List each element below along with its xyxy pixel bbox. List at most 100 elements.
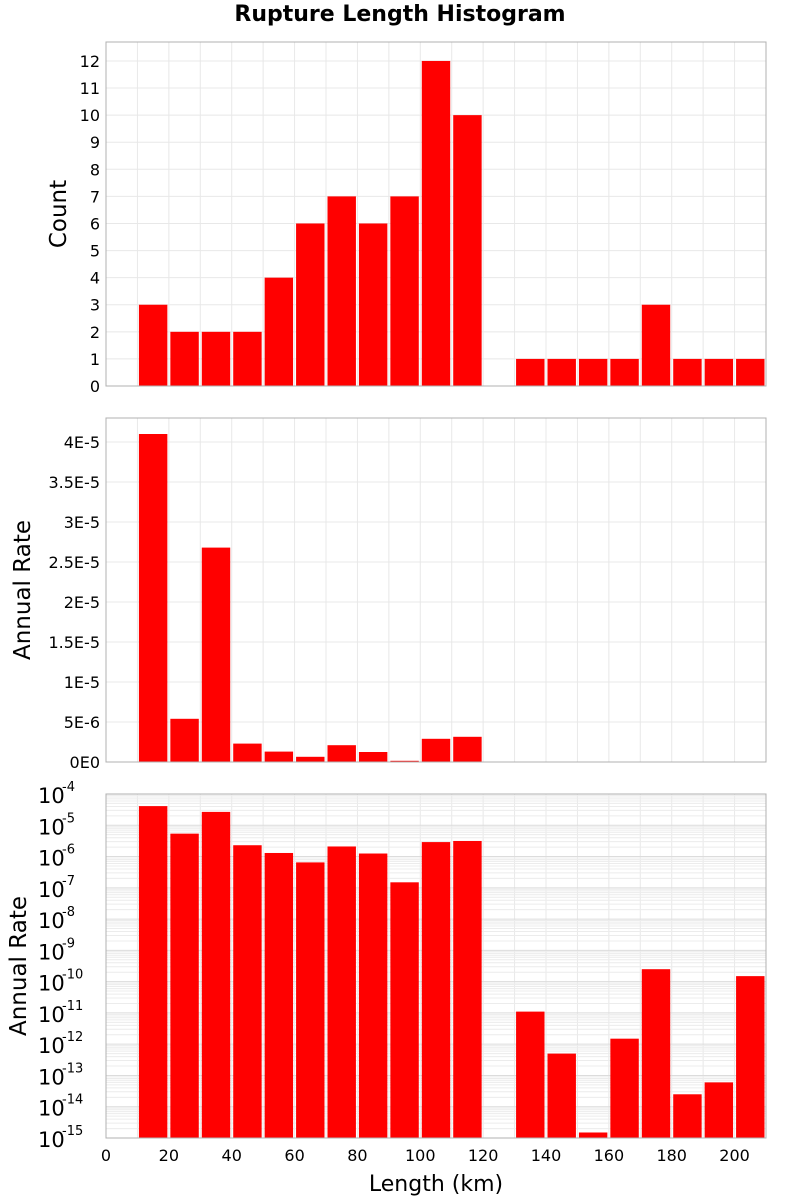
y-tick-label: 10: [38, 1097, 65, 1121]
y-tick-exponent: -14: [62, 1093, 83, 1108]
histogram-bar: [233, 331, 262, 386]
y-tick-label: 10: [38, 1034, 65, 1058]
y-tick-label: 10: [38, 972, 65, 996]
y-tick-exponent: -10: [62, 968, 83, 983]
y-tick-label: 12: [80, 52, 100, 71]
histogram-bar: [516, 358, 545, 386]
y-tick-label: 8: [90, 160, 100, 179]
y-tick-label: 0E0: [70, 753, 100, 772]
y-axis-label: Annual Rate: [6, 896, 32, 1036]
plot-frame: [105, 417, 767, 763]
y-tick-exponent: -11: [62, 999, 83, 1014]
y-tick-label: 2E-5: [64, 593, 100, 612]
histogram-bar: [421, 60, 451, 386]
y-tick-label: 10: [38, 784, 65, 808]
y-tick-label: 10: [80, 106, 100, 125]
histogram-bar: [673, 1094, 702, 1138]
histogram-bar: [327, 846, 356, 1138]
histogram-bar: [358, 752, 388, 762]
y-tick-label: 5: [90, 242, 100, 261]
histogram-bar: [390, 196, 419, 386]
histogram-bar: [704, 358, 734, 386]
plot-frame: [105, 41, 767, 387]
histogram-bar: [358, 223, 388, 386]
histogram-bar: [170, 718, 199, 762]
y-tick-label: 9: [90, 133, 100, 152]
histogram-bar: [547, 1053, 576, 1138]
y-tick-label: 10: [38, 1065, 65, 1089]
histogram-bar: [516, 1011, 545, 1138]
panel-3: 10-410-510-610-710-810-910-1010-1110-121…: [6, 780, 767, 1152]
y-tick-label: 10: [38, 815, 65, 839]
y-tick-exponent: -4: [62, 780, 75, 795]
y-tick-exponent: -15: [62, 1124, 83, 1139]
histogram-bar: [138, 304, 168, 386]
x-tick-label: 200: [719, 1146, 750, 1165]
y-tick-label: 10: [38, 878, 65, 902]
histogram-bar: [296, 756, 325, 762]
y-tick-label: 1: [90, 350, 100, 369]
y-tick-label: 1E-5: [64, 673, 100, 692]
histogram-bar: [233, 845, 262, 1138]
y-tick-exponent: -7: [62, 874, 75, 889]
y-tick-label: 2: [90, 323, 100, 342]
x-tick-label: 20: [159, 1146, 179, 1165]
x-tick-label: 160: [594, 1146, 625, 1165]
y-tick-label: 10: [38, 1003, 65, 1027]
y-axis-label: Annual Rate: [10, 520, 36, 660]
histogram-bar: [453, 736, 482, 762]
y-tick-exponent: -9: [62, 936, 75, 951]
plot-frame: [105, 793, 767, 1139]
y-tick-label: 5E-6: [64, 713, 100, 732]
histogram-bar: [296, 223, 325, 386]
y-tick-label: 3: [90, 296, 100, 315]
y-tick-label: 4: [90, 269, 100, 288]
histogram-bar: [138, 806, 168, 1138]
y-tick-label: 10: [38, 1128, 65, 1152]
histogram-bar: [390, 760, 419, 762]
histogram-bar: [736, 358, 765, 386]
histogram-bar: [296, 862, 325, 1138]
histogram-bar: [641, 969, 671, 1138]
histogram-bar: [736, 976, 765, 1138]
x-tick-label: 40: [222, 1146, 242, 1165]
x-tick-label: 60: [284, 1146, 304, 1165]
x-tick-label: 180: [656, 1146, 687, 1165]
histogram-bar: [138, 434, 168, 762]
histogram-bar: [610, 358, 639, 386]
histogram-bar: [264, 751, 294, 762]
x-tick-label: 140: [531, 1146, 562, 1165]
histogram-bar: [547, 358, 576, 386]
panel-2: 0E0 5E-6 1E-5 1.5E-5 2E-5 2.5E-5 3E-5 3.5E-5 4E-…: [10, 417, 767, 772]
y-tick-exponent: -12: [62, 1030, 83, 1045]
histogram-bar: [201, 811, 231, 1138]
histogram-bar: [578, 358, 608, 386]
x-tick-label: 120: [468, 1146, 499, 1165]
histogram-bar: [358, 853, 388, 1138]
x-tick-label: 80: [347, 1146, 367, 1165]
y-tick-label: 3E-5: [64, 513, 100, 532]
y-tick-label: 11: [80, 79, 100, 98]
x-axis-label: Length (km): [369, 1172, 503, 1197]
y-tick-label: 10: [38, 940, 65, 964]
histogram-bar: [170, 833, 199, 1138]
histogram-bar: [704, 1082, 734, 1138]
histogram-bar: [201, 331, 231, 386]
histogram-bar: [421, 842, 451, 1138]
x-axis: 0 20 40 60 80 100 120 140 160 180 200 Length (km): [101, 1146, 750, 1197]
x-tick-label: 0: [101, 1146, 111, 1165]
histogram-bar: [170, 331, 199, 386]
y-tick-exponent: -6: [62, 843, 75, 858]
y-tick-label: 7: [90, 187, 100, 206]
y-tick-label: 10: [38, 847, 65, 871]
histogram-bar: [578, 1132, 608, 1138]
y-tick-exponent: -13: [62, 1061, 83, 1076]
histogram-bar: [201, 547, 231, 762]
chart-title: Rupture Length Histogram: [234, 2, 566, 27]
histogram-bar: [673, 358, 702, 386]
histogram-bar: [610, 1038, 639, 1138]
y-tick-label: 0: [90, 377, 100, 396]
histogram-bar: [264, 277, 294, 386]
